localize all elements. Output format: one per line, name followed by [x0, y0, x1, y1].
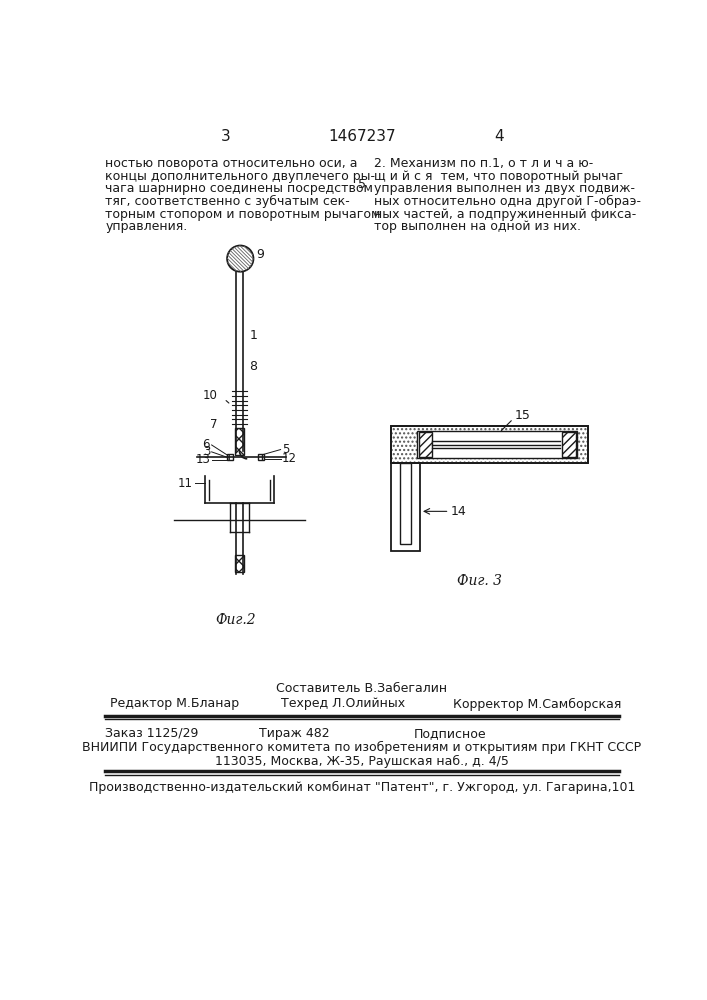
Text: концы дополнительного двуплечего ры-: концы дополнительного двуплечего ры- — [105, 170, 375, 183]
Text: 5: 5 — [358, 178, 366, 191]
Bar — [391, 463, 420, 551]
Text: Подписное: Подписное — [414, 727, 486, 740]
Text: 11: 11 — [178, 477, 193, 490]
Text: тяг, соответственно с зубчатым сек-: тяг, соответственно с зубчатым сек- — [105, 195, 350, 208]
Text: Производственно-издательский комбинат "Патент", г. Ужгород, ул. Гагарина,101: Производственно-издательский комбинат "П… — [89, 781, 635, 794]
Text: 12: 12 — [282, 452, 297, 465]
Text: Составитель В.Забегалин: Составитель В.Забегалин — [276, 682, 448, 695]
Text: 14: 14 — [451, 505, 467, 518]
Text: ностью поворота относительно оси, а: ностью поворота относительно оси, а — [105, 157, 358, 170]
Text: Заказ 1125/29: Заказ 1125/29 — [105, 727, 199, 740]
Text: ВНИИПИ Государственного комитета по изобретениям и открытиям при ГКНТ СССР: ВНИИПИ Государственного комитета по изоб… — [83, 741, 641, 754]
Text: чага шарнирно соединены посредством: чага шарнирно соединены посредством — [105, 182, 373, 195]
Text: Фиг.2: Фиг.2 — [216, 613, 256, 627]
Text: Тираж 482: Тираж 482 — [259, 727, 329, 740]
Bar — [562, 432, 575, 457]
Text: ных частей, а подпружиненный фикса-: ных частей, а подпружиненный фикса- — [373, 208, 636, 221]
Bar — [417, 431, 578, 458]
Text: 9: 9 — [257, 248, 264, 261]
Bar — [235, 428, 244, 455]
Text: управления.: управления. — [105, 220, 187, 233]
Text: 1467237: 1467237 — [328, 129, 396, 144]
Text: Фиг. 3: Фиг. 3 — [457, 574, 502, 588]
Text: Редактор М.Бланар: Редактор М.Бланар — [110, 698, 239, 710]
Text: ных относительно одна другой Г-обраэ-: ных относительно одна другой Г-обраэ- — [373, 195, 641, 208]
Text: 113035, Москва, Ж-35, Раушская наб., д. 4/5: 113035, Москва, Ж-35, Раушская наб., д. … — [215, 754, 509, 768]
Text: торным стопором и поворотным рычагом: торным стопором и поворотным рычагом — [105, 208, 381, 221]
Text: 2. Механизм по п.1, о т л и ч а ю-: 2. Механизм по п.1, о т л и ч а ю- — [373, 157, 593, 170]
Text: управления выполнен из двух подвиж-: управления выполнен из двух подвиж- — [373, 182, 635, 195]
Text: 8: 8 — [250, 360, 257, 373]
Text: 7: 7 — [210, 418, 218, 431]
Bar — [419, 432, 433, 457]
Bar — [391, 426, 588, 463]
Text: 5: 5 — [282, 443, 289, 456]
Text: 10: 10 — [203, 389, 218, 402]
Text: 1: 1 — [250, 329, 257, 342]
Text: 15: 15 — [515, 409, 531, 422]
Text: тор выполнен на одной из них.: тор выполнен на одной из них. — [373, 220, 580, 233]
Text: 3: 3 — [221, 129, 230, 144]
Text: 13: 13 — [195, 453, 210, 466]
Text: Техред Л.Олийных: Техред Л.Олийных — [281, 698, 404, 710]
Text: щ и й с я  тем, что поворотный рычаг: щ и й с я тем, что поворотный рычаг — [373, 170, 623, 183]
Bar — [400, 463, 411, 544]
Bar — [391, 426, 588, 463]
Bar — [258, 454, 264, 460]
Bar — [391, 426, 588, 463]
Text: 6: 6 — [202, 438, 210, 451]
Text: Корректор М.Самборская: Корректор М.Самборская — [452, 698, 621, 711]
Bar — [235, 555, 244, 572]
Text: 4: 4 — [494, 129, 504, 144]
Text: 3: 3 — [203, 445, 210, 458]
Bar — [227, 454, 233, 460]
